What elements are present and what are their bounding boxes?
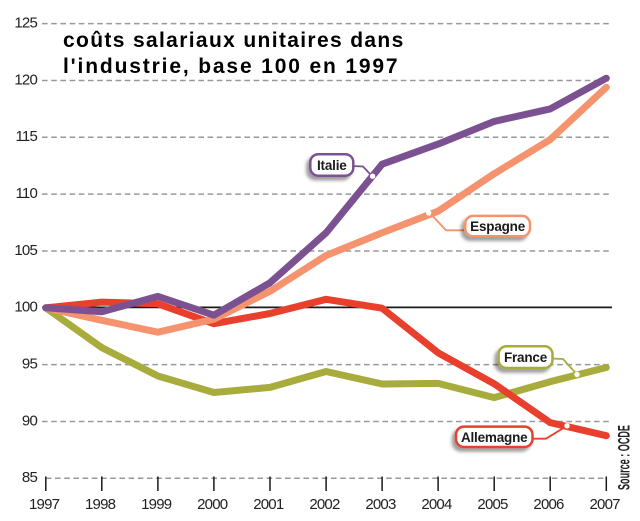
svg-text:Espagne: Espagne: [470, 219, 526, 234]
svg-text:2006: 2006: [533, 496, 564, 513]
svg-text:100: 100: [14, 299, 37, 316]
svg-text:coûts salariaux unitaires dans: coûts salariaux unitaires dans: [63, 29, 405, 52]
svg-text:Source : OCDE: Source : OCDE: [615, 425, 634, 490]
svg-text:Italie: Italie: [317, 158, 347, 173]
svg-text:2005: 2005: [477, 496, 508, 513]
svg-text:2002: 2002: [309, 496, 340, 513]
svg-text:95: 95: [22, 355, 38, 372]
svg-text:105: 105: [14, 242, 37, 259]
svg-text:1998: 1998: [85, 496, 116, 513]
svg-text:2004: 2004: [421, 496, 452, 513]
svg-text:1999: 1999: [141, 496, 172, 513]
svg-text:1997: 1997: [29, 496, 60, 513]
svg-text:2001: 2001: [253, 496, 284, 513]
svg-text:2007: 2007: [590, 496, 621, 513]
svg-text:France: France: [504, 350, 548, 365]
svg-text:Allemagne: Allemagne: [461, 430, 528, 445]
svg-text:110: 110: [15, 185, 37, 202]
svg-text:l'industrie, base 100 en 1997: l'industrie, base 100 en 1997: [63, 55, 399, 78]
svg-text:2000: 2000: [197, 496, 228, 513]
svg-text:2003: 2003: [365, 496, 396, 513]
svg-text:115: 115: [15, 128, 37, 145]
svg-text:125: 125: [14, 14, 37, 31]
svg-text:85: 85: [22, 469, 38, 486]
svg-text:120: 120: [14, 71, 37, 88]
svg-text:90: 90: [22, 412, 38, 429]
